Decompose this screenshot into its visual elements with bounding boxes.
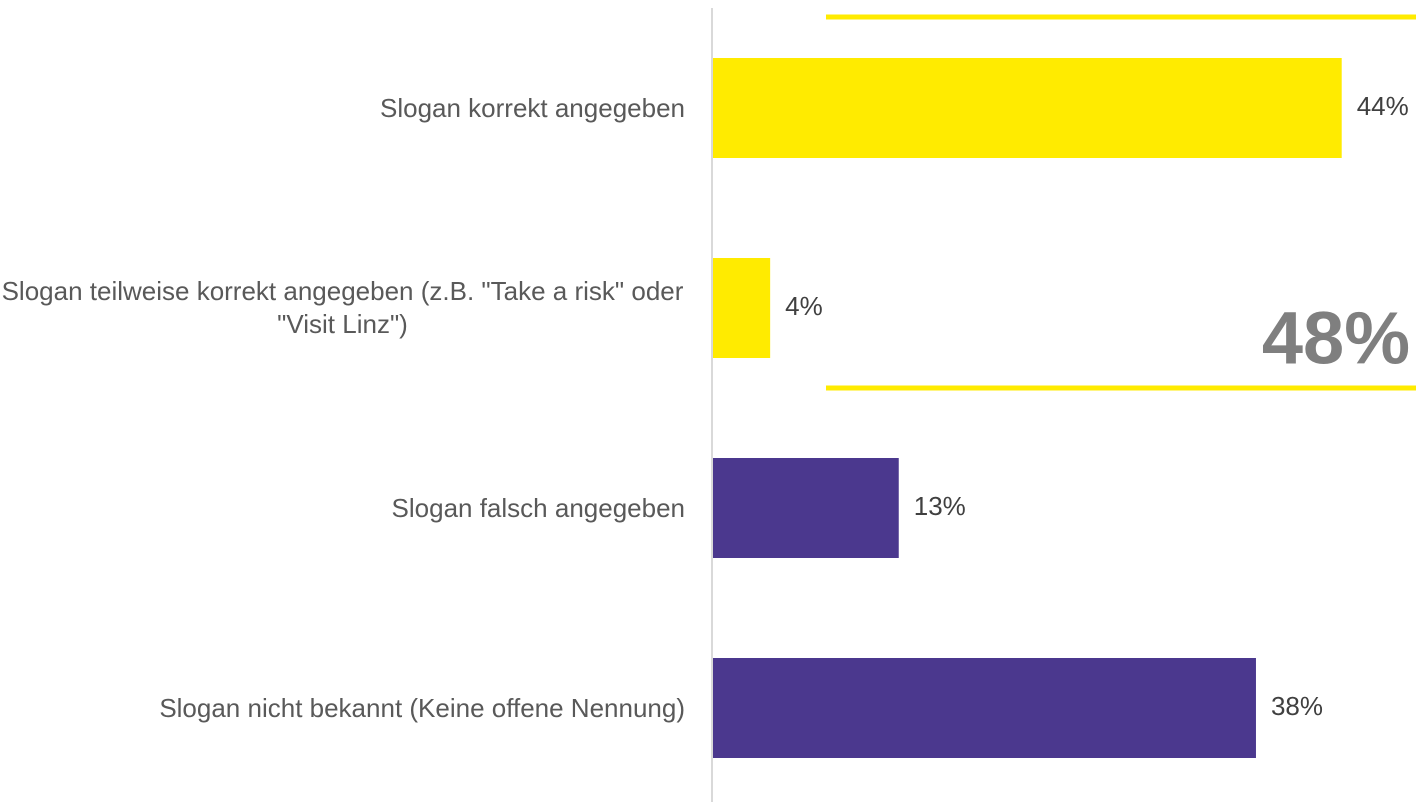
- value-label: 13%: [914, 491, 966, 521]
- bar: [713, 658, 1256, 758]
- category-label: Slogan teilweise korrekt angegeben (z.B.…: [0, 258, 685, 358]
- category-text: Slogan nicht bekannt (Keine offene Nennu…: [159, 692, 685, 723]
- category-label: Slogan falsch angegeben: [392, 458, 685, 558]
- category-label: Slogan korrekt angegeben: [380, 58, 685, 158]
- value-label: 4%: [785, 291, 823, 321]
- value-label: 44%: [1357, 91, 1409, 121]
- bar: [713, 458, 899, 558]
- category-text: Slogan korrekt angegeben: [379, 92, 685, 123]
- category-text: Slogan teilweise korrekt angegeben (z.B.…: [1, 276, 684, 339]
- value-label: 38%: [1271, 691, 1323, 721]
- bar: [713, 258, 771, 358]
- category-text: Slogan falsch angegeben: [391, 492, 685, 523]
- category-label: Slogan nicht bekannt (Keine offene Nennu…: [159, 658, 685, 758]
- bar: [713, 58, 1342, 158]
- annotation: 48%: [1262, 297, 1410, 380]
